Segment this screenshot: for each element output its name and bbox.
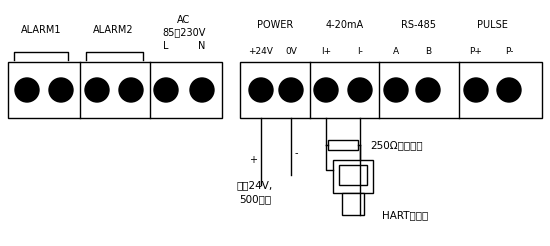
Bar [240,62,542,118]
Bar [8,62,222,118]
Bar [333,160,373,193]
Text: RS-485: RS-485 [402,20,437,30]
Text: 直流24V,: 直流24V, [237,180,273,190]
Text: P-: P- [505,47,513,57]
Text: PULSE: PULSE [476,20,508,30]
Text: ALARM1: ALARM1 [21,25,61,35]
Text: HART手操器: HART手操器 [382,210,428,220]
Text: 0V: 0V [285,47,297,57]
Text: -: - [294,148,298,158]
Text: AC: AC [177,15,191,25]
Text: POWER: POWER [257,20,293,30]
Circle shape [119,78,143,102]
Bar [328,140,358,150]
Circle shape [416,78,440,102]
Circle shape [497,78,521,102]
Circle shape [49,78,73,102]
Text: 4-20mA: 4-20mA [326,20,364,30]
Text: 500毫安: 500毫安 [239,194,271,204]
Text: L: L [163,41,169,51]
Bar [339,165,367,185]
Text: I+: I+ [321,47,331,57]
Circle shape [314,78,338,102]
Circle shape [154,78,178,102]
Circle shape [279,78,303,102]
Circle shape [85,78,109,102]
Circle shape [464,78,488,102]
Text: B: B [425,47,431,57]
Text: +24V: +24V [249,47,273,57]
Text: N: N [199,41,206,51]
Text: +: + [249,155,257,165]
Text: I-: I- [357,47,363,57]
Text: ALARM2: ALARM2 [93,25,133,35]
Bar [342,193,364,215]
Text: 250Ω采样电阻: 250Ω采样电阻 [370,140,422,150]
Circle shape [15,78,39,102]
Text: P+: P+ [470,47,482,57]
Text: 85～230V: 85～230V [162,27,206,37]
Circle shape [249,78,273,102]
Circle shape [190,78,214,102]
Circle shape [384,78,408,102]
Text: A: A [393,47,399,57]
Circle shape [348,78,372,102]
